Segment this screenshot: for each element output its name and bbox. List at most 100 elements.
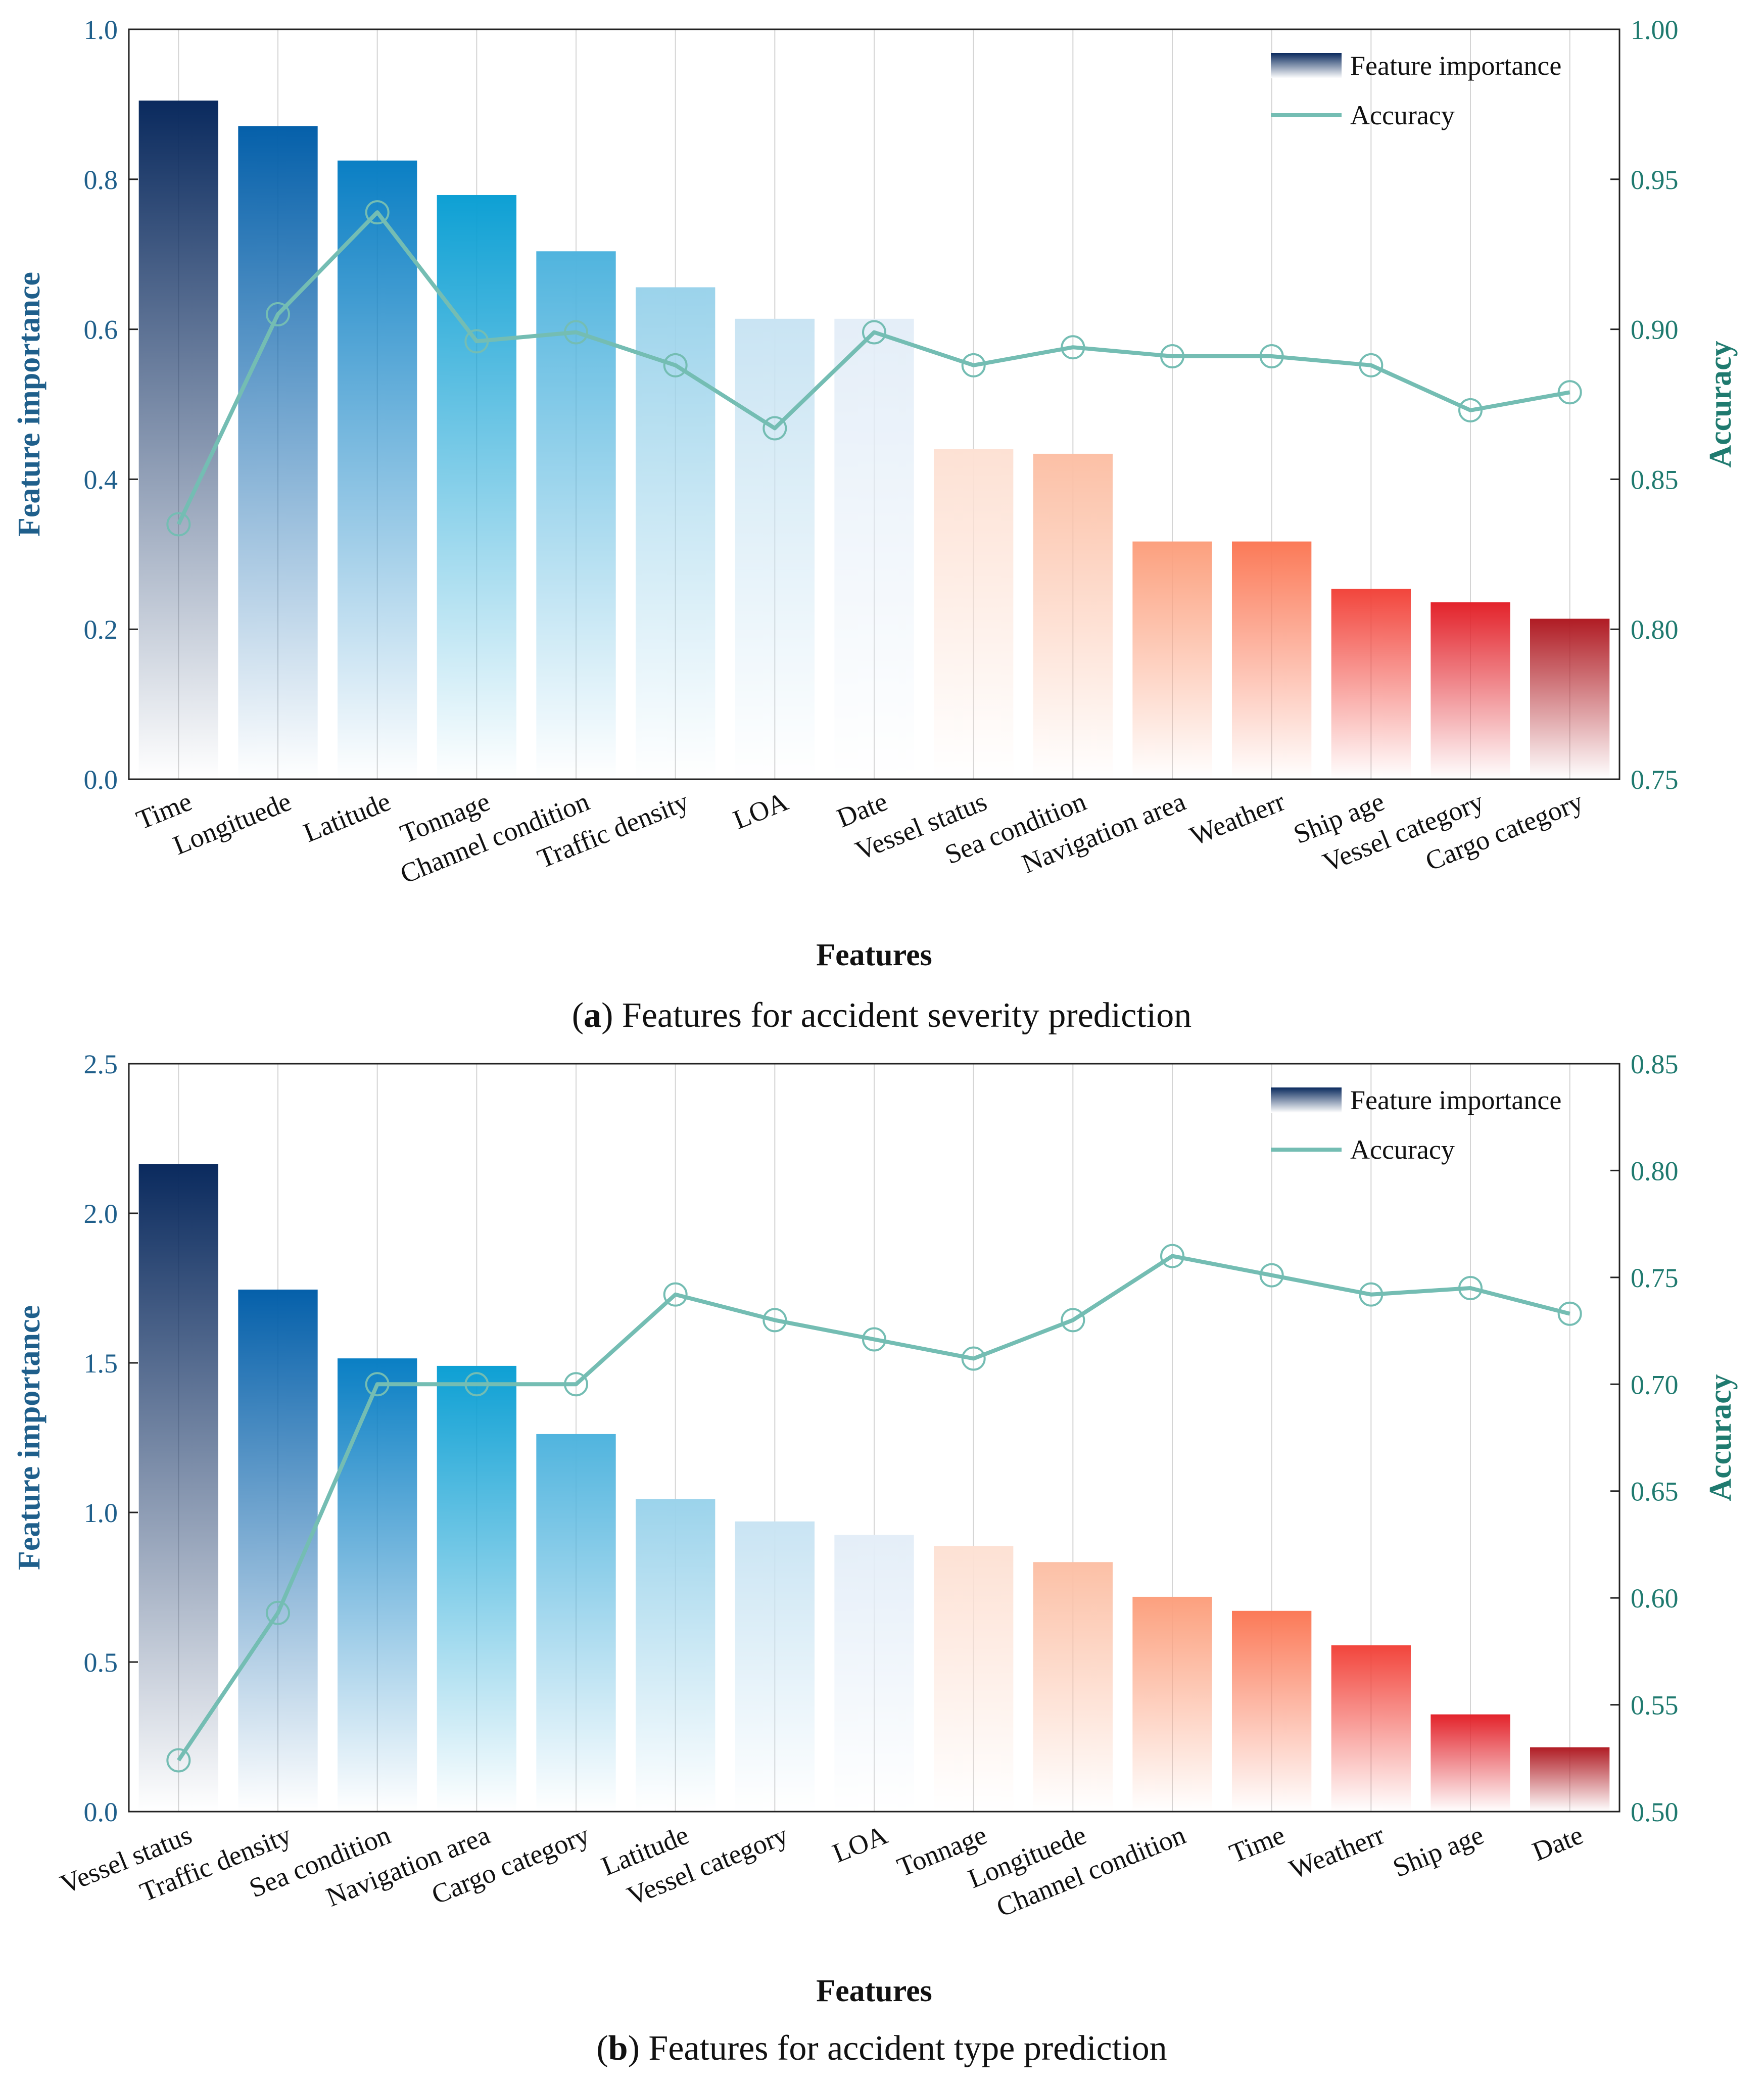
panel-a-right-tick-label: 0.75 <box>1631 765 1679 795</box>
panel-b-caption: (b) Features for accident type predictio… <box>596 2029 1167 2068</box>
panel-b-left-tick-label: 0.0 <box>84 1797 118 1827</box>
panel-a-legend-bar-label: Feature importance <box>1350 51 1561 81</box>
panel-b-legend-bar-swatch <box>1271 1087 1342 1113</box>
panel-a-caption: (a) Features for accident severity predi… <box>572 996 1191 1035</box>
panel-a-accuracy-point-tonnage <box>464 329 489 354</box>
panel-b-accuracy-point-ship-age <box>1458 1276 1483 1300</box>
panel-b-accuracy-point-loa <box>862 1327 886 1352</box>
panel-a-left-tick-label: 0.0 <box>84 765 118 795</box>
panel-b-right-tick-label: 0.85 <box>1631 1049 1679 1079</box>
panel-b-bar-tonnage <box>934 1546 1014 1812</box>
panel-a-y-axis-title: Feature importance <box>12 272 46 537</box>
panel-b-accuracy-point-tonnage <box>961 1346 986 1371</box>
panel-b-left-tick-label: 2.0 <box>84 1199 118 1229</box>
panel-b-bar-cargo-category <box>536 1434 616 1812</box>
panel-b-bar-navigation-area <box>437 1365 516 1812</box>
panel-b-accuracy-point-navigation-area <box>464 1372 489 1397</box>
panel-a-accuracy-point-weatherr <box>1259 344 1284 369</box>
panel-a-right-tick-label: 1.00 <box>1631 15 1679 45</box>
panel-b-y2-axis-title: Accuracy <box>1703 1374 1738 1501</box>
panel-b-plot-frame <box>128 1063 1620 1813</box>
panel-a-bar-date <box>834 318 914 779</box>
panel-a-bar-time <box>138 100 218 780</box>
panel-a-accuracy-point-traffic-density <box>663 353 688 377</box>
panel-a-legend-line-label: Accuracy <box>1350 100 1455 130</box>
panel-a-accuracy-point-cargo-category <box>1557 380 1582 405</box>
panel-a-left-tick-label: 0.6 <box>84 315 118 345</box>
panel-b-bar-vessel-category <box>735 1521 815 1812</box>
panel-b-x-tick-label-time: Time <box>1225 1819 1289 1869</box>
panel-b-legend-line-label: Accuracy <box>1350 1134 1455 1165</box>
panel-b-accuracy-point-latitude <box>663 1282 688 1307</box>
panel-b-accuracy-point-time <box>1259 1263 1284 1288</box>
panel-a-bar-sea-condition <box>1033 453 1113 779</box>
panel-b-left-tick-label: 2.5 <box>84 1049 118 1079</box>
panel-b-left-tick-label: 1.0 <box>84 1498 118 1528</box>
panel-a-x-axis-title: Features <box>816 938 932 972</box>
panel-b-accuracy-point-vessel-status <box>166 1748 191 1773</box>
panel-b-accuracy-point-weatherr <box>1359 1282 1384 1307</box>
panel-b-accuracy-point-channel-condition <box>1160 1244 1184 1268</box>
panel-a-accuracy-point-vessel-category <box>1458 398 1483 422</box>
panel-a-legend-bar-swatch <box>1271 53 1342 78</box>
panel-a-accuracy-point-latitude <box>365 200 390 225</box>
panel-a-bar-longituede <box>238 126 318 779</box>
panel-a-right-tick-label: 0.95 <box>1631 165 1679 195</box>
panel-a-bar-vessel-category <box>1431 602 1510 779</box>
panel-b-caption-letter: b <box>608 2029 628 2068</box>
panel-b-bar-ship-age <box>1431 1714 1510 1812</box>
panel-a-bar-traffic-density <box>636 287 716 779</box>
panel-b-accuracy-point-vessel-category <box>762 1308 787 1333</box>
panel-b-x-tick-label-date: Date <box>1528 1819 1587 1867</box>
panel-a-right-tick-label: 0.80 <box>1631 614 1679 645</box>
panel-a-x-tick-label-weatherr: Weatherr <box>1185 786 1289 851</box>
panel-a-left-tick-label: 0.2 <box>84 614 118 645</box>
panel-b-bar-time <box>1232 1610 1312 1812</box>
panel-a-bar-loa <box>735 318 815 779</box>
panel-b-right-tick-label: 0.50 <box>1631 1797 1679 1827</box>
panel-b-bar-vessel-status <box>138 1164 218 1812</box>
panel-a-caption-letter: a <box>584 996 601 1035</box>
panel-b-bar-date <box>1530 1747 1610 1812</box>
panel-b-legend-bar-label: Feature importance <box>1350 1085 1561 1115</box>
panel-a-accuracy-point-time <box>166 512 191 537</box>
panel-a-accuracy-point-ship-age <box>1359 353 1384 377</box>
panel-b-right-tick-label: 0.80 <box>1631 1156 1679 1186</box>
panel-a-chart: 0.0 0.2 0.4 0.6 0.8 1.0 0.75 0.80 0.85 0.90 0.95 1.… <box>12 15 1738 972</box>
panel-a-bar-cargo-category <box>1530 619 1610 779</box>
panel-a-right-tick-label: 0.90 <box>1631 315 1679 345</box>
panel-b-x-tick-label-loa: LOA <box>828 1819 891 1868</box>
panel-b-y-axis-title: Feature importance <box>12 1305 46 1570</box>
panel-a-caption-text: Features for accident severity predictio… <box>622 996 1191 1035</box>
panel-b-bar-weatherr <box>1331 1645 1411 1812</box>
panel-b-bar-channel-condition <box>1132 1596 1212 1812</box>
panel-b-right-tick-label: 0.65 <box>1631 1477 1679 1507</box>
panel-a-bar-vessel-status <box>934 449 1014 779</box>
panel-a-x-tick-label-loa: LOA <box>729 786 792 835</box>
panel-a-bar-weatherr <box>1232 541 1312 779</box>
panel-a-plot-frame <box>128 28 1620 780</box>
panel-a-bar-tonnage <box>437 195 516 779</box>
panel-a-accuracy-point-vessel-status <box>961 353 986 377</box>
panel-a-left-tick-label: 1.0 <box>84 15 118 45</box>
panel-b-accuracy-point-traffic-density <box>266 1600 290 1625</box>
panel-b-right-tick-label: 0.75 <box>1631 1263 1679 1293</box>
panel-a-accuracy-line <box>176 210 1570 526</box>
panel-a-accuracy-point-sea-condition <box>1061 335 1085 360</box>
panel-b-right-tick-label: 0.55 <box>1631 1690 1679 1721</box>
panel-a-bar-navigation-area <box>1132 541 1212 779</box>
panel-a-accuracy-point-loa <box>762 416 787 441</box>
panel-b-bar-latitude <box>636 1499 716 1812</box>
panel-b-caption-text: Features for accident type prediction <box>648 2029 1167 2068</box>
panel-b-x-tick-label-ship-age: Ship age <box>1389 1819 1488 1883</box>
panel-b-accuracy-point-date <box>1557 1301 1582 1326</box>
panel-b-chart: 0.0 0.5 1.0 1.5 2.0 2.5 0.50 0.55 0.60 0.65 0.70 0.… <box>12 1049 1738 2008</box>
panel-b-accuracy-point-sea-condition <box>365 1372 390 1397</box>
panel-a-x-tick-label-latitude: Latitude <box>299 786 395 848</box>
panel-a-accuracy-point-date <box>862 320 886 345</box>
panel-b-x-tick-label-weatherr: Weatherr <box>1285 1819 1389 1884</box>
panel-a-bar-ship-age <box>1331 589 1411 779</box>
panel-b-bar-loa <box>834 1535 914 1812</box>
